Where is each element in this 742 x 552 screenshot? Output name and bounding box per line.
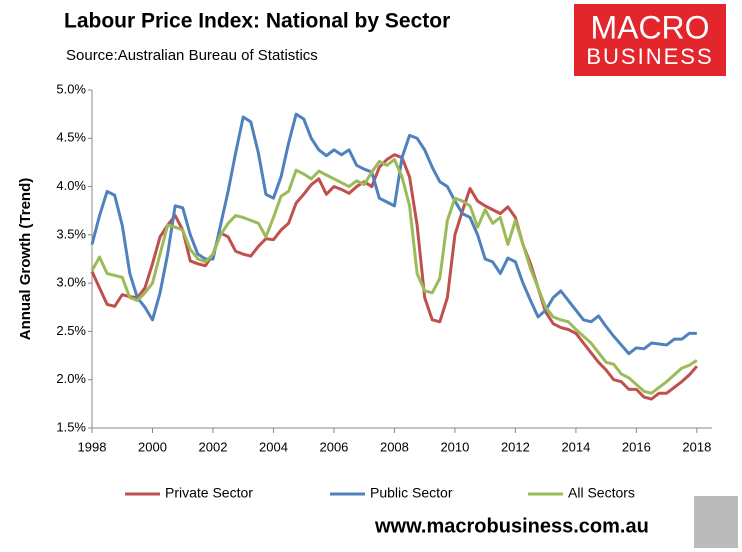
x-tick-label: 2004: [259, 439, 288, 454]
x-tick-label: 2012: [501, 439, 530, 454]
y-tick-label: 4.0%: [56, 178, 86, 193]
y-tick-label: 3.5%: [56, 226, 86, 241]
chart-title: Labour Price Index: National by Sector: [64, 10, 450, 33]
x-tick-label: 2018: [682, 439, 711, 454]
series-line: [90, 112, 697, 356]
x-tick-label: 2006: [319, 439, 348, 454]
logo-top: MACRO: [590, 9, 709, 45]
y-tick-label: 2.5%: [56, 323, 86, 338]
legend-label: Public Sector: [370, 485, 453, 501]
wolf-icon: [694, 496, 738, 548]
x-tick-label: 2002: [199, 439, 228, 454]
y-tick-label: 1.5%: [56, 419, 86, 434]
x-tick-label: 2016: [622, 439, 651, 454]
x-tick-label: 2008: [380, 439, 409, 454]
logo-box: [574, 4, 726, 76]
series-line: [90, 158, 698, 395]
y-axis-label: Annual Growth (Trend): [17, 178, 34, 341]
y-tick-label: 4.5%: [56, 130, 86, 145]
x-tick-label: 2014: [561, 439, 590, 454]
x-tick-label: 2000: [138, 439, 167, 454]
series-line: [90, 153, 699, 401]
logo-bottom: BUSINESS: [586, 44, 713, 69]
x-tick-label: 1998: [78, 439, 107, 454]
website: www.macrobusiness.com.au: [374, 515, 649, 537]
legend-label: Private Sector: [165, 485, 253, 501]
y-tick-label: 3.0%: [56, 275, 86, 290]
legend-label: All Sectors: [568, 485, 635, 501]
x-tick-label: 2010: [440, 439, 469, 454]
y-tick-label: 2.0%: [56, 371, 86, 386]
y-tick-label: 5.0%: [56, 81, 86, 96]
chart-subtitle: Source:Australian Bureau of Statistics: [66, 47, 318, 64]
